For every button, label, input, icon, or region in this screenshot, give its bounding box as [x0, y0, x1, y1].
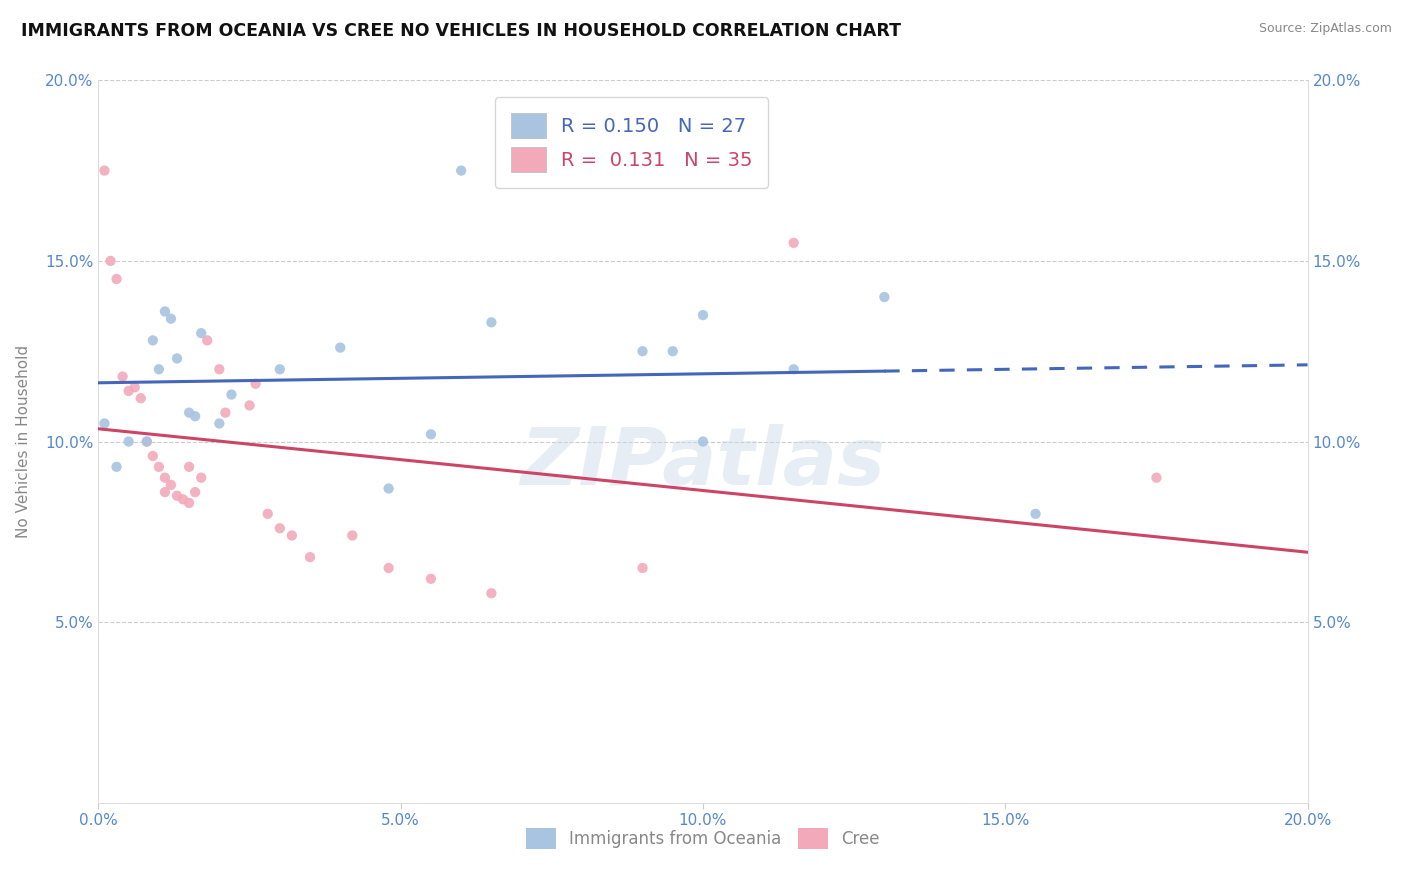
Point [148, 459, 170, 474]
Point [783, 235, 806, 250]
Point [450, 163, 472, 178]
Point [124, 380, 146, 394]
Point [142, 334, 165, 348]
Point [105, 272, 128, 286]
Legend: Immigrants from Oceania, Cree: Immigrants from Oceania, Cree [519, 822, 887, 856]
Point [135, 434, 157, 449]
Point [256, 507, 278, 521]
Point [481, 586, 503, 600]
Point [631, 344, 654, 359]
Point [1144, 471, 1167, 485]
Point [239, 398, 262, 412]
Point [269, 362, 291, 376]
Point [481, 315, 503, 329]
Point [208, 417, 231, 431]
Point [93, 417, 115, 431]
Point [692, 308, 714, 322]
Point [153, 471, 176, 485]
Point [420, 572, 443, 586]
Point [142, 449, 165, 463]
Point [179, 406, 201, 420]
Point [281, 528, 304, 542]
Point [190, 326, 212, 340]
Point [377, 561, 399, 575]
Point [184, 485, 207, 500]
Point [631, 561, 654, 575]
Point [118, 384, 141, 398]
Point [208, 362, 231, 376]
Point [214, 406, 236, 420]
Point [195, 334, 218, 348]
Point [783, 362, 806, 376]
Point [420, 427, 443, 442]
Point [179, 459, 201, 474]
Y-axis label: No Vehicles in Household: No Vehicles in Household [17, 345, 31, 538]
Point [179, 496, 201, 510]
Point [118, 434, 141, 449]
Point [342, 528, 364, 542]
Point [172, 492, 194, 507]
Point [105, 459, 128, 474]
Point [377, 482, 399, 496]
Point [190, 471, 212, 485]
Point [184, 409, 207, 424]
Point [153, 485, 176, 500]
Point [129, 391, 152, 405]
Point [166, 489, 188, 503]
Point [166, 351, 188, 366]
Text: ZIPatlas: ZIPatlas [520, 425, 886, 502]
Point [135, 434, 157, 449]
Point [93, 163, 115, 178]
Point [160, 311, 183, 326]
Text: IMMIGRANTS FROM OCEANIA VS CREE NO VEHICLES IN HOUSEHOLD CORRELATION CHART: IMMIGRANTS FROM OCEANIA VS CREE NO VEHIC… [21, 22, 901, 40]
Point [160, 478, 183, 492]
Point [100, 254, 122, 268]
Point [661, 344, 683, 359]
Point [692, 434, 714, 449]
Point [1024, 507, 1046, 521]
Point [148, 362, 170, 376]
Point [269, 521, 291, 535]
Point [299, 550, 322, 565]
Point [111, 369, 134, 384]
Text: Source: ZipAtlas.com: Source: ZipAtlas.com [1258, 22, 1392, 36]
Point [153, 304, 176, 318]
Point [221, 387, 243, 401]
Point [329, 341, 352, 355]
Point [245, 376, 267, 391]
Point [873, 290, 896, 304]
